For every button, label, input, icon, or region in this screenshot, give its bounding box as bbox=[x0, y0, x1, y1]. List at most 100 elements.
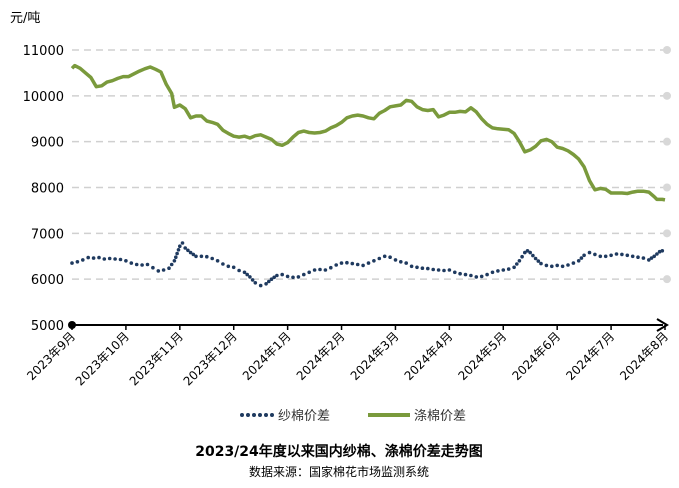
data-point bbox=[75, 260, 80, 264]
x-tick-label-8: 2024年5月 bbox=[456, 329, 510, 383]
gridline-end-dot-11000 bbox=[663, 46, 671, 54]
x-tick-label-9: 2024年6月 bbox=[509, 329, 563, 383]
data-point bbox=[555, 263, 559, 268]
data-point bbox=[496, 269, 500, 273]
data-point bbox=[186, 248, 190, 253]
data-point bbox=[377, 256, 382, 261]
data-point bbox=[156, 269, 161, 273]
data-point bbox=[334, 263, 339, 267]
chart-source-note: 数据来源：国家棉花市场监测系统 bbox=[249, 464, 429, 479]
data-point bbox=[641, 256, 646, 260]
data-point bbox=[307, 270, 312, 275]
data-point bbox=[431, 267, 436, 272]
data-point bbox=[267, 279, 271, 284]
data-point bbox=[285, 274, 290, 279]
data-point bbox=[453, 270, 457, 275]
y-tick-label-9000: 9000 bbox=[31, 136, 64, 151]
data-point bbox=[210, 256, 214, 261]
data-point bbox=[436, 268, 441, 272]
legend-label-polyester-cotton: 涤棉价差 bbox=[414, 409, 466, 424]
data-point bbox=[536, 259, 541, 263]
data-point bbox=[517, 259, 522, 263]
data-point bbox=[593, 252, 597, 257]
data-point bbox=[490, 270, 495, 275]
legend: 纱棉价差 涤棉价差 bbox=[240, 409, 466, 424]
data-point bbox=[129, 261, 134, 265]
data-point bbox=[525, 249, 530, 253]
data-point bbox=[81, 258, 85, 262]
data-point bbox=[275, 273, 279, 278]
data-point bbox=[649, 256, 654, 260]
data-point bbox=[361, 263, 365, 268]
data-point bbox=[134, 262, 139, 267]
data-point bbox=[291, 275, 295, 280]
data-point bbox=[625, 253, 630, 258]
data-point bbox=[339, 261, 344, 265]
data-point bbox=[520, 254, 524, 259]
data-point bbox=[426, 266, 430, 271]
data-point bbox=[242, 270, 247, 275]
gridline-end-dot-6000 bbox=[663, 275, 671, 284]
data-point bbox=[312, 268, 317, 272]
data-point bbox=[533, 256, 538, 261]
data-point bbox=[544, 263, 549, 268]
data-point bbox=[579, 256, 584, 260]
data-point bbox=[420, 266, 425, 271]
data-point bbox=[576, 259, 581, 263]
y-tick-label-6000: 6000 bbox=[31, 273, 64, 288]
series-layer bbox=[70, 63, 666, 288]
gridline-end-dot-10000 bbox=[663, 91, 671, 100]
data-point bbox=[226, 264, 231, 269]
data-point bbox=[245, 272, 249, 277]
data-point bbox=[501, 268, 506, 272]
legend-label-yarn-cotton: 纱棉价差 bbox=[278, 409, 330, 424]
legend-dot bbox=[246, 413, 250, 417]
legend-dotted-swatch bbox=[240, 413, 274, 417]
data-point bbox=[329, 265, 333, 270]
data-point bbox=[272, 275, 277, 280]
data-point bbox=[660, 249, 665, 253]
legend-item-polyester-cotton: 涤棉价差 bbox=[368, 409, 466, 424]
data-point bbox=[183, 246, 187, 250]
x-tick-label-7: 2024年4月 bbox=[402, 329, 456, 383]
gridline-end-dot-7000 bbox=[663, 229, 671, 238]
y-tick-label-5000: 5000 bbox=[31, 319, 64, 334]
data-point bbox=[442, 268, 446, 273]
data-point bbox=[647, 258, 651, 262]
y-tick-label-11000: 11000 bbox=[23, 44, 64, 59]
data-point bbox=[528, 250, 532, 255]
data-point bbox=[118, 257, 123, 262]
x-tick-label-4: 2024年1月 bbox=[240, 329, 294, 383]
data-point bbox=[280, 272, 285, 277]
data-point bbox=[571, 261, 576, 265]
data-point bbox=[355, 262, 360, 267]
data-point bbox=[169, 262, 174, 267]
data-point bbox=[91, 256, 96, 260]
data-point bbox=[598, 254, 603, 259]
data-point bbox=[167, 266, 171, 271]
data-point bbox=[652, 254, 656, 259]
data-point bbox=[97, 255, 101, 260]
data-point bbox=[180, 241, 185, 245]
data-point bbox=[174, 255, 178, 259]
data-point bbox=[107, 256, 112, 261]
data-point bbox=[86, 255, 90, 260]
data-point bbox=[479, 274, 484, 279]
data-point bbox=[205, 254, 209, 259]
data-point bbox=[539, 261, 543, 266]
data-point bbox=[458, 271, 462, 276]
x-tick-label-11: 2024年8月 bbox=[617, 329, 671, 383]
x-tick-label-10: 2024年7月 bbox=[563, 329, 617, 383]
data-point bbox=[140, 263, 144, 267]
y-tick-label-10000: 10000 bbox=[23, 90, 64, 105]
data-point bbox=[296, 275, 301, 279]
data-point bbox=[269, 277, 274, 282]
data-point bbox=[506, 267, 511, 271]
data-point bbox=[145, 262, 150, 267]
data-point bbox=[512, 265, 516, 270]
legend-dot bbox=[270, 413, 274, 417]
data-point bbox=[614, 252, 619, 256]
data-point bbox=[447, 268, 452, 272]
data-point bbox=[102, 257, 107, 261]
